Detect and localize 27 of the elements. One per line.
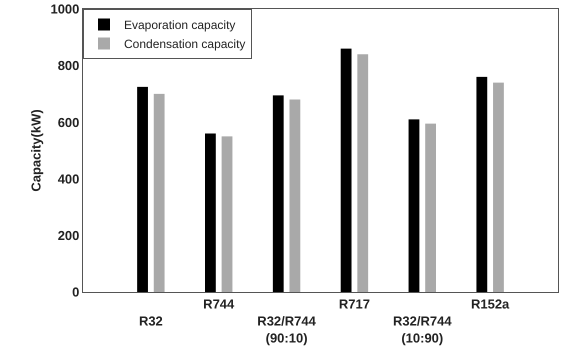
y-tick-label: 1000 xyxy=(50,2,80,17)
bar xyxy=(154,94,165,292)
y-tick-label: 0 xyxy=(72,284,80,300)
bar xyxy=(272,95,284,292)
bar xyxy=(476,76,488,292)
legend-label: Evaporation capacity xyxy=(124,18,236,32)
legend-label: Condensation capacity xyxy=(124,37,246,52)
x-tick-label: R717 xyxy=(338,296,370,312)
bar xyxy=(425,124,436,292)
bar xyxy=(289,100,300,292)
bar xyxy=(205,134,216,292)
y-tick-label: 800 xyxy=(58,58,80,74)
bar xyxy=(357,54,368,292)
bar xyxy=(222,136,232,292)
y-axis-title: Capacity(kW) xyxy=(28,109,44,192)
y-tick-label: 400 xyxy=(58,171,80,186)
x-tick-label: R152a xyxy=(470,296,510,312)
bar xyxy=(340,48,352,292)
bar xyxy=(408,119,420,292)
y-tick-label: 200 xyxy=(58,228,80,243)
x-tick-label: R32 xyxy=(138,314,163,328)
bar xyxy=(493,82,504,292)
x-tick-label: R744 xyxy=(203,296,236,312)
x-tick-label: R32/R744 (90:10) xyxy=(257,314,317,346)
y-tick-label: 600 xyxy=(58,114,80,130)
x-tick-label: R32/R744 (10:90) xyxy=(393,314,452,346)
bar xyxy=(137,86,148,292)
